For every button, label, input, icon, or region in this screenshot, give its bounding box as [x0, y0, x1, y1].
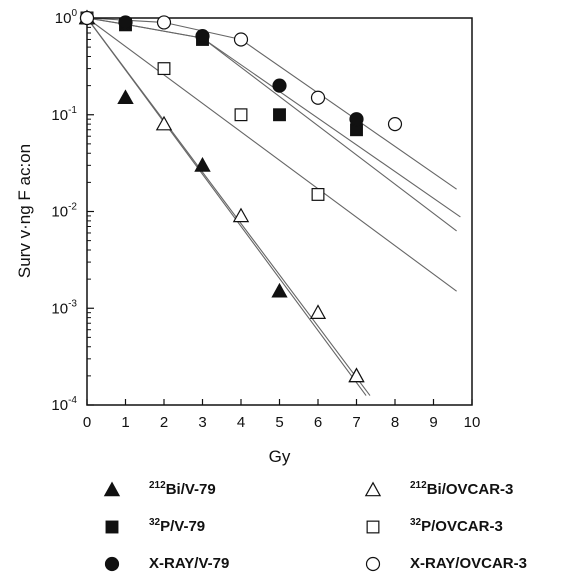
data-points: [78, 9, 403, 383]
x-tick-label: 10: [464, 414, 481, 431]
data-point-series-2: [273, 108, 286, 122]
y-tick-label: 10-2: [51, 202, 77, 221]
fit-line-6: [86, 17, 457, 190]
data-point-series-4: [348, 367, 365, 383]
y-axis-ticks: 100 10-1 10-2 10-3 10-4: [51, 8, 94, 414]
plot-frame: [86, 17, 473, 406]
x-axis-ticks: 0 1 2 3 4 5 6 7 8 9 10: [83, 399, 481, 431]
fit-line-4: [86, 17, 367, 396]
data-point-series-3: [349, 112, 364, 127]
data-point-series-4: [232, 207, 250, 223]
x-tick-label: 0: [83, 414, 91, 431]
y-tick-label: 10-1: [51, 105, 77, 124]
x-tick-label: 4: [237, 414, 245, 431]
data-point-series-3: [195, 29, 210, 44]
data-point-series-6: [310, 90, 326, 105]
y-tick-label: 10-3: [51, 298, 77, 317]
data-point-series-6: [233, 32, 249, 47]
data-point-series-5: [234, 108, 248, 122]
data-point-series-6: [156, 15, 172, 30]
data-point-series-4: [309, 304, 327, 319]
x-tick-label: 5: [275, 414, 283, 431]
data-point-series-5: [311, 188, 325, 201]
x-tick-label: 8: [391, 414, 399, 431]
x-tick-label: 7: [352, 414, 360, 431]
data-point-series-1: [117, 89, 134, 105]
x-axis-title: Gy: [269, 447, 291, 466]
y-tick-label: 100: [55, 8, 78, 27]
data-point-series-6: [387, 117, 403, 132]
x-tick-label: 6: [314, 414, 322, 431]
data-point-series-1: [271, 282, 288, 298]
x-tick-label: 2: [160, 414, 168, 431]
data-point-series-1: [194, 156, 211, 172]
y-axis-title: Surv v·ng F ac:on: [15, 144, 34, 278]
fit-line-3: [86, 17, 461, 218]
data-point-series-6: [79, 10, 95, 26]
fit-line-5: [86, 17, 457, 292]
y-tick-label: 10-4: [51, 395, 77, 414]
data-point-series-3: [118, 15, 133, 30]
data-point-series-5: [157, 62, 171, 76]
fit-lines: [86, 17, 461, 396]
x-tick-label: 9: [429, 414, 437, 431]
data-point-series-4: [155, 115, 173, 131]
x-tick-label: 3: [198, 414, 206, 431]
x-tick-label: 1: [121, 414, 129, 431]
data-point-series-3: [272, 78, 287, 93]
